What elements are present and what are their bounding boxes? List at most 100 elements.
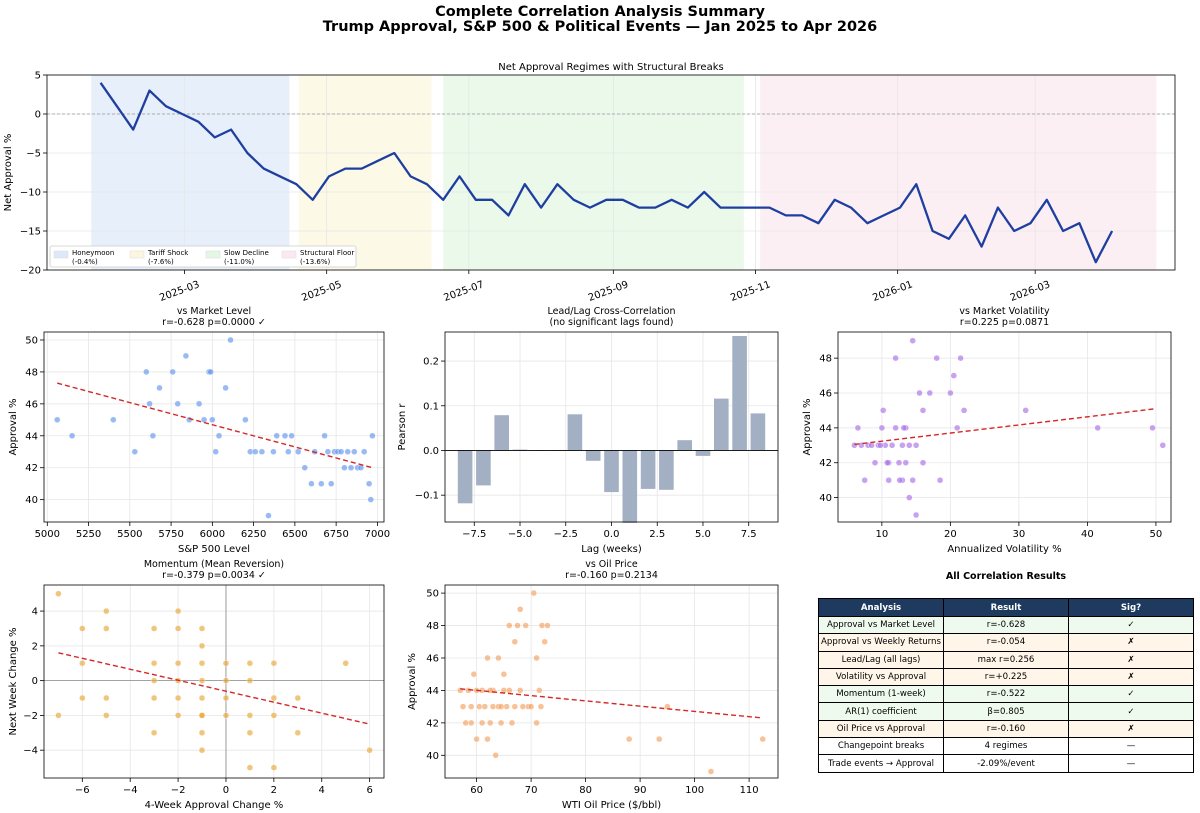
scatter-point	[215, 432, 223, 439]
results-table: Analysis Result Sig? Approval vs Market …	[818, 598, 1194, 773]
scatter-point	[79, 660, 86, 667]
scatter-point	[270, 694, 278, 702]
scatter-point	[242, 416, 249, 423]
ytick-label: 0	[32, 676, 38, 687]
scatter-point	[328, 480, 335, 487]
scatter-point	[150, 694, 158, 702]
bar	[585, 450, 601, 461]
scatter-point	[536, 687, 543, 694]
x-axis-label: WTI Oil Price ($/bbl)	[562, 800, 661, 811]
scatter-point	[1149, 424, 1156, 432]
suptitle-line-2: Trump Approval, S&P 500 & Political Even…	[322, 19, 878, 35]
results-cell-sig: ✓	[1068, 702, 1194, 721]
results-table-body: Approval vs Market Level r=-0.628 ✓ Approva…	[818, 615, 1194, 773]
plot-area	[838, 332, 1171, 522]
results-cell-result: r=-0.054	[943, 633, 1069, 652]
scatter-point	[150, 677, 158, 684]
scatter-point	[301, 464, 308, 471]
scatter-point	[222, 694, 230, 702]
scatter-point	[511, 638, 518, 645]
legend-label: Slow Decline	[224, 249, 269, 257]
ytick-label: 44	[426, 686, 439, 697]
scatter-point	[222, 677, 230, 684]
scatter-point	[909, 477, 916, 484]
scatter-point	[285, 448, 292, 455]
y-axis-label: Approval %	[8, 398, 19, 455]
results-table-title: All Correlation Results	[945, 571, 1067, 582]
scatter-point	[500, 671, 508, 678]
scatter-point	[912, 442, 920, 449]
chart-title: vs Market Level	[177, 306, 251, 317]
scatter-point	[926, 389, 933, 397]
scatter-point	[367, 496, 374, 503]
scatter-point	[906, 494, 913, 501]
results-cell-result: max r=0.256	[943, 650, 1069, 669]
xtick-label: 100	[685, 785, 704, 796]
scatter-point	[868, 442, 875, 449]
scatter-point	[895, 459, 903, 466]
ytick-label: −0.1	[415, 491, 439, 502]
xtick-label: 6000	[200, 529, 225, 540]
results-cell-sig: ✗	[1068, 667, 1194, 687]
scatter-point	[150, 729, 158, 736]
xtick-label: 2025-03	[158, 279, 201, 304]
xtick-label: 60	[470, 785, 483, 796]
bar	[659, 450, 674, 490]
scatter-point	[294, 729, 301, 736]
scatter-point	[222, 712, 230, 719]
scatter-point	[950, 372, 957, 379]
scatter-point	[174, 660, 182, 667]
scatter-point	[481, 703, 488, 710]
results-cell-sig: ✗	[1068, 719, 1194, 739]
xtick-label: −4	[123, 785, 138, 796]
scatter-point	[537, 703, 545, 710]
scatter-point	[369, 432, 376, 439]
scatter-point	[222, 660, 230, 667]
scatter-point	[212, 448, 219, 455]
scatter-point	[541, 638, 548, 645]
ytick-label: 0.0	[423, 446, 439, 457]
results-header-sig: Sig?	[1068, 598, 1194, 617]
ytick-label: 48	[426, 621, 439, 632]
xtick-label: −6	[75, 785, 90, 796]
scatter-point	[265, 512, 272, 519]
scatter-point	[270, 448, 277, 455]
ytick-label: 44	[819, 423, 832, 434]
ytick-label: 40	[426, 751, 439, 762]
results-row: Oil Price vs Approval r=-0.160 ✗	[818, 719, 1194, 739]
results-cell-analysis: AR(1) coefficient	[818, 702, 944, 721]
ytick-label: 40	[25, 495, 38, 506]
trend-line	[460, 688, 763, 719]
scatter-point	[341, 464, 348, 471]
chart-subtitle: r=-0.160 p=0.2134	[565, 570, 658, 581]
scatter-point	[484, 735, 491, 743]
xtick-label: 20	[944, 529, 957, 540]
xtick-label: 2026-03	[1009, 279, 1052, 304]
scatter-point	[871, 459, 879, 466]
scatter-point	[478, 719, 486, 727]
regime-band	[760, 75, 1157, 270]
plot-area	[445, 585, 778, 778]
scatter-point	[473, 735, 480, 743]
bar	[476, 450, 491, 486]
axes-border	[43, 331, 385, 523]
scatter-point	[270, 712, 278, 719]
results-cell-result: r=-0.160	[943, 719, 1069, 739]
scatter-point	[270, 764, 278, 771]
y-axis-label: Pearson r	[397, 403, 408, 451]
xtick-label: 4	[319, 785, 325, 796]
scatter-point	[511, 703, 518, 710]
ytick-label: 46	[426, 653, 439, 664]
ytick-label: 48	[25, 367, 38, 378]
results-row: Lead/Lag (all lags) max r=0.256 ✗	[818, 650, 1194, 669]
axes-border	[444, 584, 779, 779]
legend-swatch	[205, 250, 221, 259]
xtick-label: 5250	[76, 529, 101, 540]
scatter-point	[55, 590, 62, 597]
scatter-point	[506, 687, 513, 694]
ytick-label: 46	[819, 389, 832, 400]
scatter-point	[470, 671, 478, 678]
scatter-point	[476, 703, 483, 710]
ytick-label: 40	[819, 493, 832, 504]
scatter-point	[900, 424, 907, 432]
